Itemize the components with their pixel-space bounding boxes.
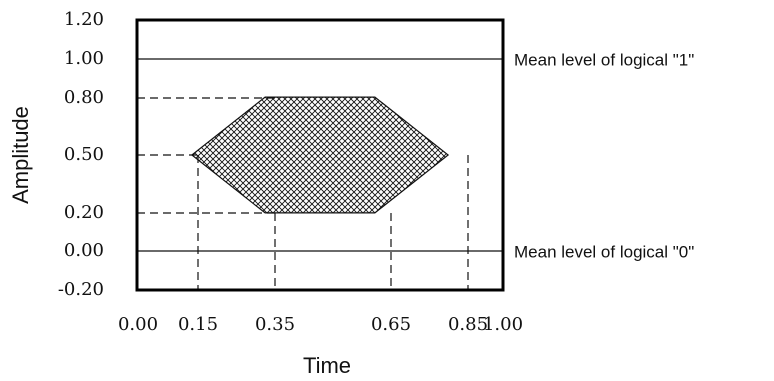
y-tick-minus-0-20: -0.20 [58, 279, 104, 300]
x-tick-0-35: 0.35 [255, 314, 295, 335]
plot-frame [135, 18, 505, 292]
x-tick-0-85: 0.85 [448, 314, 488, 335]
mean-level-0-label: Mean level of logical "0" [514, 242, 694, 261]
y-axis-title: Amplitude [8, 106, 33, 204]
mean-level-1-label: Mean level of logical "1" [514, 50, 694, 69]
y-tick-0-20: 0.20 [64, 202, 104, 223]
y-tick-0-00: 0.00 [64, 240, 104, 261]
x-tick-0-15: 0.15 [178, 314, 218, 335]
y-tick-0-80: 0.80 [64, 87, 104, 108]
x-tick-0-00: 0.00 [118, 314, 158, 335]
x-axis-title: Time [303, 353, 351, 378]
eye-mask-hexagon [190, 96, 450, 214]
dashed-guides [137, 97, 469, 290]
x-tick-0-65: 0.65 [371, 314, 411, 335]
y-tick-0-50: 0.50 [64, 144, 104, 165]
y-tick-1-20: 1.20 [64, 9, 104, 30]
x-tick-1-00: 1.00 [483, 314, 523, 335]
y-tick-1-00: 1.00 [64, 48, 104, 69]
